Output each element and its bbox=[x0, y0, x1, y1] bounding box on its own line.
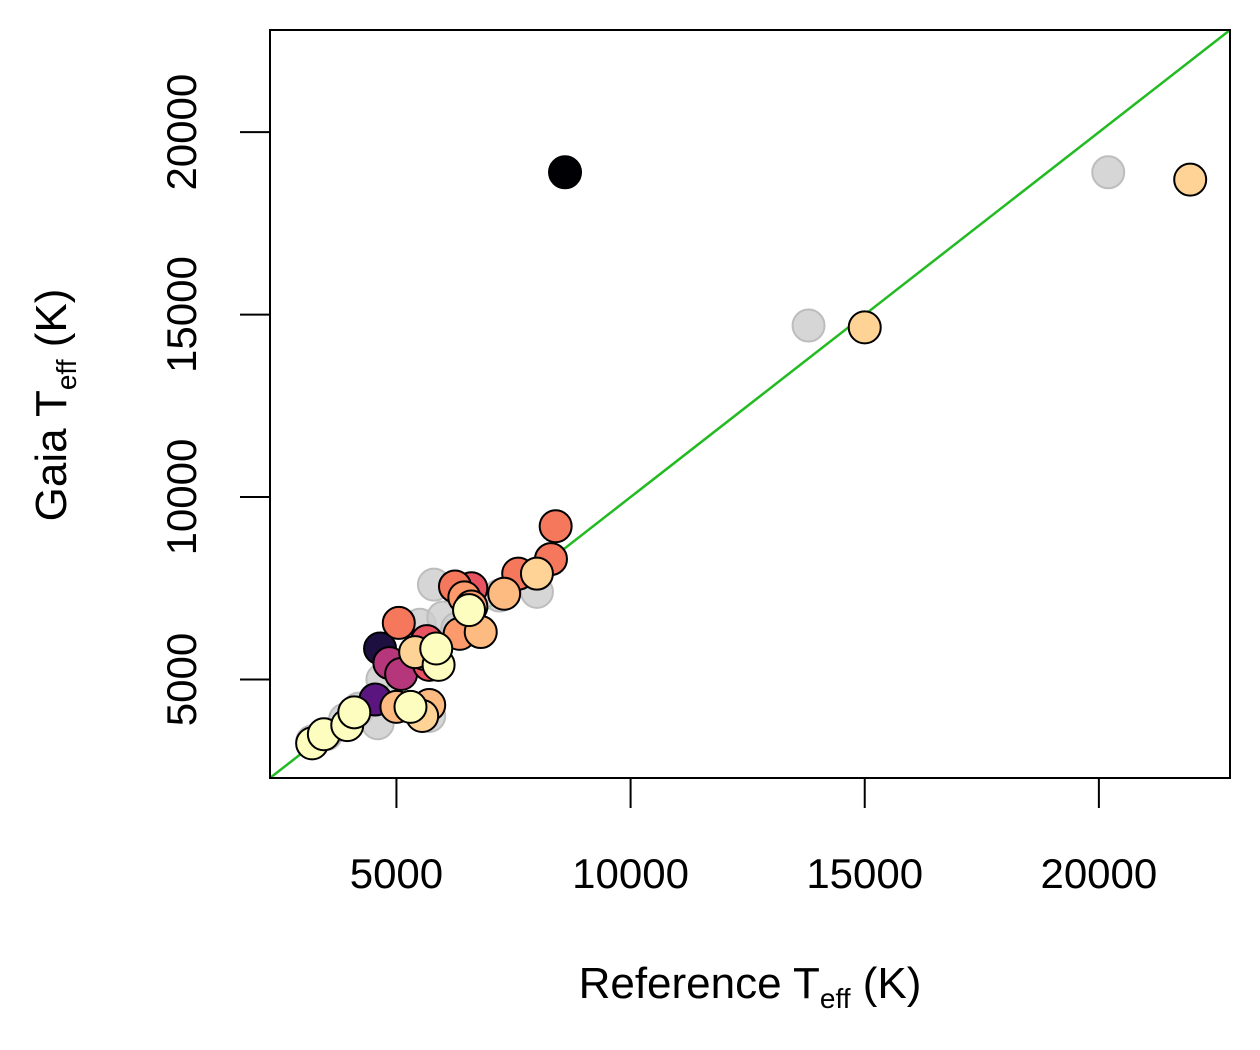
y-tick-label: 15000 bbox=[158, 256, 205, 373]
data-point bbox=[538, 509, 573, 544]
y-tick-label: 5000 bbox=[158, 633, 205, 726]
x-axis-label-main: Reference T bbox=[579, 959, 820, 1008]
y-axis-label: Gaia Teff (K) bbox=[27, 289, 82, 522]
x-axis-label-unit: (K) bbox=[851, 959, 922, 1008]
data-point bbox=[419, 631, 454, 666]
data-point bbox=[452, 593, 487, 628]
plot-frame bbox=[269, 29, 1231, 779]
plot-area bbox=[269, 29, 1231, 779]
background-point bbox=[791, 308, 826, 343]
x-axis: 5000 10000 15000 20000 bbox=[350, 778, 1157, 897]
data-point bbox=[337, 695, 372, 730]
x-tick-label: 5000 bbox=[350, 850, 443, 897]
data-point bbox=[381, 605, 416, 640]
data-point bbox=[393, 689, 428, 724]
data-point bbox=[487, 576, 522, 611]
background-point bbox=[1091, 155, 1126, 190]
y-tick-label: 10000 bbox=[158, 439, 205, 556]
y-axis-label-unit: (K) bbox=[27, 289, 76, 360]
y-axis: 5000 10000 15000 20000 bbox=[158, 74, 270, 726]
y-axis-label-subscript: eff bbox=[51, 359, 82, 390]
x-tick-label: 20000 bbox=[1040, 850, 1157, 897]
y-axis-label-main: Gaia T bbox=[27, 390, 76, 521]
x-axis-label: Reference Teff (K) bbox=[579, 959, 922, 1014]
x-tick-label: 15000 bbox=[806, 850, 923, 897]
x-axis-label-subscript: eff bbox=[820, 983, 851, 1014]
data-point bbox=[548, 155, 583, 190]
data-point bbox=[1173, 162, 1208, 197]
data-point bbox=[847, 310, 882, 345]
data-point bbox=[519, 556, 554, 591]
x-tick-label: 10000 bbox=[572, 850, 689, 897]
y-tick-label: 20000 bbox=[158, 74, 205, 191]
foreground-points bbox=[295, 155, 1208, 761]
